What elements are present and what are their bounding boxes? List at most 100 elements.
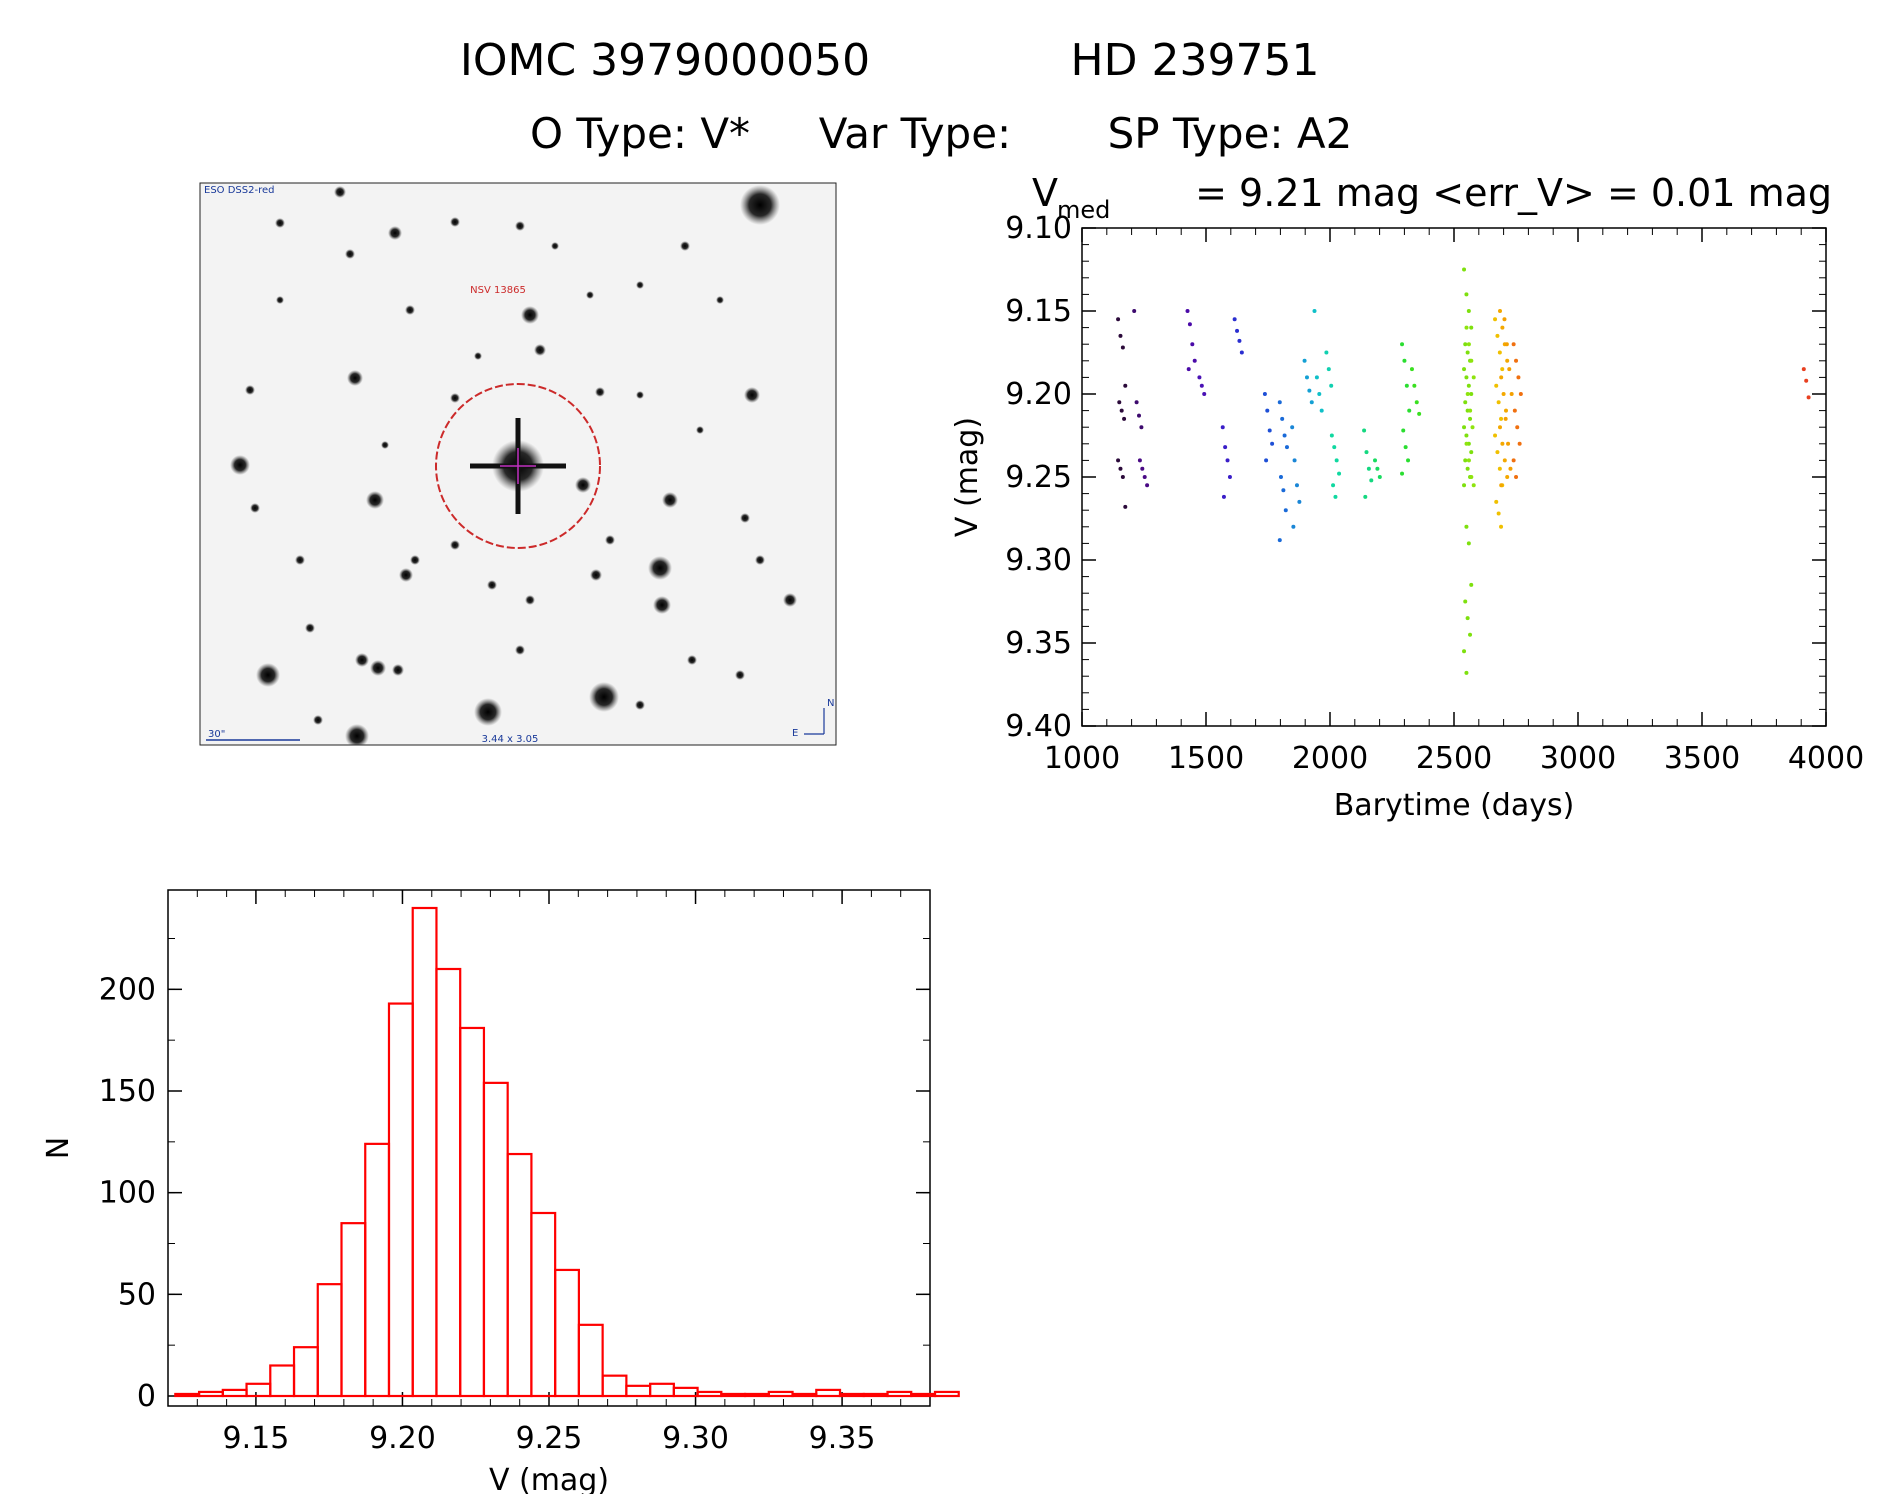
lightcurve-point bbox=[1292, 458, 1297, 463]
header-spectral-type: SP Type: A2 bbox=[1108, 109, 1353, 158]
lightcurve-point bbox=[1494, 383, 1499, 388]
lightcurve-point bbox=[1471, 483, 1476, 488]
lightcurve-point bbox=[1202, 392, 1207, 396]
lightcurve-point bbox=[1500, 367, 1505, 372]
sky-image: ESO DSS2-red NSV 13865 30" 3.44 x 3.05 N… bbox=[199, 182, 837, 746]
lightcurve-point bbox=[1277, 400, 1282, 405]
sky-star bbox=[515, 645, 525, 655]
header-variable-type: Var Type: bbox=[819, 109, 1011, 158]
sky-star bbox=[696, 426, 704, 434]
sky-star bbox=[636, 281, 644, 289]
lightcurve-point bbox=[1139, 425, 1144, 430]
compass-icon: N E bbox=[792, 698, 834, 739]
lightcurve-point bbox=[1192, 358, 1197, 363]
histogram-axes: 9.15 9.20 9.25 9.30 9.35 0 50 100 150 200 bbox=[99, 890, 931, 1456]
sky-target-label: NSV 13865 bbox=[470, 285, 526, 296]
lightcurve-point bbox=[1373, 458, 1378, 463]
lightcurve-point bbox=[1517, 441, 1522, 446]
sky-star bbox=[370, 660, 386, 676]
lightcurve-point bbox=[1302, 358, 1307, 363]
lightcurve-point bbox=[1499, 483, 1504, 488]
lightcurve-point bbox=[1265, 408, 1270, 413]
lightcurve-point bbox=[1503, 416, 1508, 421]
lightcurve-ytick-label: 9.40 bbox=[1005, 709, 1072, 744]
histogram-bar bbox=[649, 1382, 675, 1398]
sky-star bbox=[345, 724, 369, 745]
sky-star bbox=[250, 503, 260, 513]
lightcurve-point bbox=[1464, 441, 1469, 446]
lightcurve-point bbox=[1239, 350, 1244, 355]
lightcurve-point bbox=[1221, 494, 1226, 499]
lightcurve-xtick-label: 4000 bbox=[1788, 741, 1864, 776]
sky-star bbox=[276, 296, 284, 304]
histogram-bar bbox=[625, 1384, 652, 1398]
lightcurve-point bbox=[1469, 582, 1474, 587]
histogram-bar bbox=[743, 1392, 770, 1398]
histogram-ytick-label: 0 bbox=[137, 1379, 156, 1414]
compass-east-label: E bbox=[792, 728, 798, 739]
lightcurve-point bbox=[1406, 458, 1411, 463]
lightcurve-point bbox=[1500, 325, 1505, 330]
lightcurve-point bbox=[1334, 458, 1339, 463]
lightcurve-point bbox=[1508, 466, 1513, 471]
lightcurve-title-sub: med bbox=[1057, 196, 1110, 224]
lightcurve-point bbox=[1462, 367, 1467, 372]
lightcurve-point bbox=[1463, 599, 1468, 604]
histogram-bar bbox=[482, 1081, 509, 1398]
lightcurve-point bbox=[1119, 408, 1124, 413]
sky-star bbox=[636, 391, 644, 399]
lightcurve-point bbox=[1499, 524, 1504, 529]
lightcurve-point bbox=[1122, 416, 1127, 421]
lightcurve-point bbox=[1514, 358, 1519, 363]
histogram-bar bbox=[459, 1026, 486, 1398]
histogram-bar bbox=[292, 1346, 319, 1398]
lightcurve-ytick-label: 9.30 bbox=[1005, 543, 1072, 578]
lightcurve-point bbox=[1277, 538, 1282, 543]
sky-star bbox=[590, 569, 602, 581]
lightcurve-point bbox=[1466, 342, 1471, 347]
lightcurve-point bbox=[1123, 504, 1128, 509]
lightcurve-point bbox=[1227, 475, 1232, 479]
sky-star bbox=[740, 185, 780, 225]
lightcurve-point bbox=[1498, 309, 1502, 313]
lightcurve-point bbox=[1280, 416, 1285, 421]
lightcurve-point bbox=[1186, 367, 1191, 372]
sky-star bbox=[680, 241, 690, 251]
sky-star bbox=[450, 540, 460, 550]
lightcurve-point bbox=[1283, 508, 1288, 513]
lightcurve-point bbox=[1509, 392, 1514, 396]
lightcurve-point bbox=[1291, 524, 1296, 529]
lightcurve-point bbox=[1493, 433, 1498, 438]
lightcurve-point bbox=[1501, 392, 1506, 396]
histogram-bar bbox=[838, 1392, 865, 1398]
lightcurve-point bbox=[1464, 524, 1469, 529]
lightcurve-point bbox=[1499, 416, 1504, 421]
lightcurve-point bbox=[1312, 309, 1317, 313]
lightcurve-point bbox=[1404, 383, 1409, 388]
sky-star bbox=[230, 455, 250, 475]
lightcurve-point bbox=[1469, 325, 1474, 330]
histogram-bar bbox=[221, 1388, 248, 1398]
sky-fov-label: 3.44 x 3.05 bbox=[482, 734, 539, 745]
lightcurve-point bbox=[1400, 471, 1405, 476]
lightcurve-point bbox=[1495, 450, 1500, 455]
figure-header: IOMC 3979000050 HD 239751 O Type: V* Var… bbox=[460, 35, 1353, 158]
histogram-ytick-label: 150 bbox=[99, 1074, 156, 1109]
histogram-bar bbox=[364, 1142, 391, 1398]
lightcurve-point bbox=[1237, 338, 1242, 343]
lightcurve-point bbox=[1281, 488, 1286, 493]
lightcurve-point bbox=[1232, 317, 1237, 322]
lightcurve-plot-frame bbox=[1081, 227, 1827, 727]
histogram-bars bbox=[174, 906, 960, 1398]
sky-star bbox=[392, 664, 404, 676]
lightcurve-point bbox=[1185, 309, 1190, 313]
lightcurve-point bbox=[1290, 425, 1295, 430]
lightcurve-point bbox=[1462, 425, 1467, 430]
lightcurve-point bbox=[1329, 383, 1334, 388]
lightcurve-point bbox=[1324, 350, 1329, 355]
lightcurve-point bbox=[1514, 475, 1519, 479]
sky-star bbox=[366, 491, 384, 509]
histogram-bar bbox=[601, 1374, 628, 1398]
lightcurve-point bbox=[1500, 441, 1505, 446]
sky-star bbox=[687, 655, 697, 665]
